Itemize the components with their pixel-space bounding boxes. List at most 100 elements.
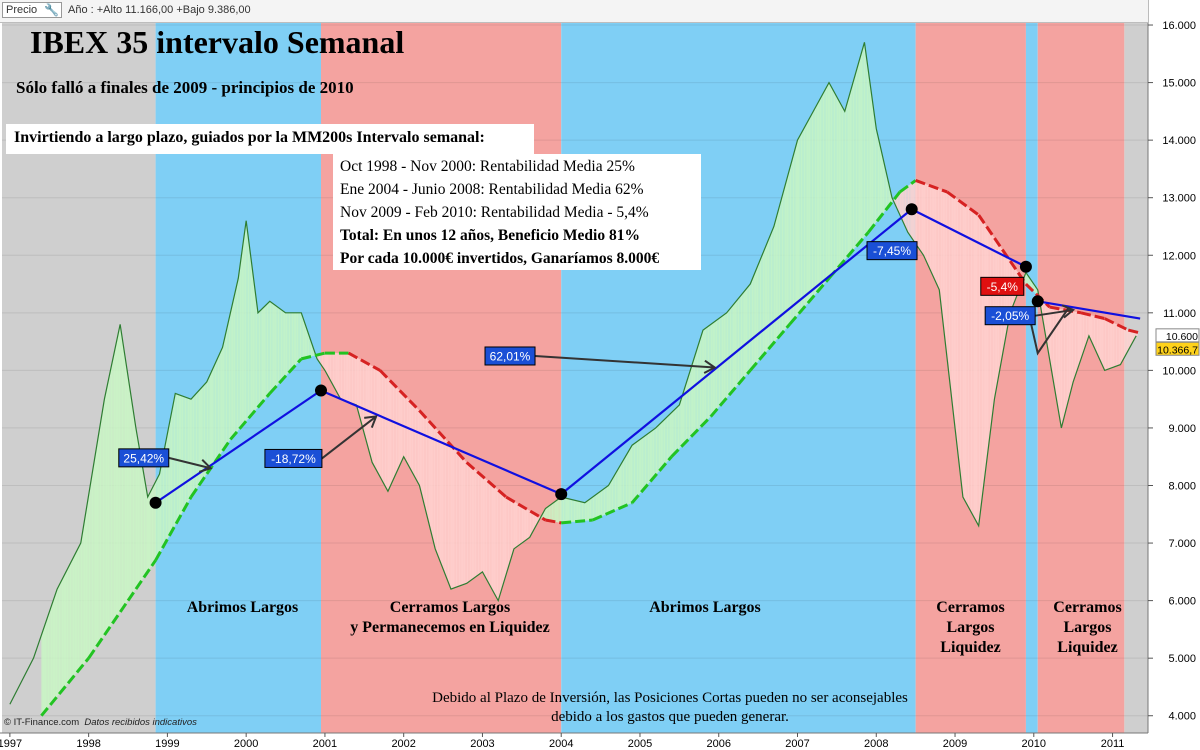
spread-slice [684, 384, 686, 444]
spread-slice [789, 163, 792, 325]
zone-label: Abrimos Largos [570, 598, 840, 618]
trade-point [149, 496, 162, 509]
spread-slice [225, 326, 228, 447]
spread-slice [213, 364, 215, 465]
x-tick-label: 2004 [549, 738, 573, 750]
spread-slice [857, 61, 859, 246]
price-tag-text: 10.366,7 [1157, 344, 1198, 356]
spread-slice [788, 168, 790, 327]
spread-slice [76, 549, 78, 674]
pct-label-box [264, 448, 323, 468]
spread-slice [477, 472, 480, 576]
spread-slice [320, 353, 322, 366]
trade-point [905, 203, 918, 216]
spread-slice [419, 410, 422, 492]
spread-slice [674, 407, 677, 454]
spread-slice [651, 430, 653, 481]
spread-slice [480, 474, 483, 573]
pct-label-box [866, 241, 918, 261]
spread-slice [742, 291, 744, 380]
spread-slice [534, 513, 537, 529]
spread-slice [1060, 309, 1063, 425]
spread-slice [506, 497, 508, 575]
chart-subtitle: Sólo falló a finales de 2009 - principio… [16, 78, 354, 97]
spread-slice [219, 350, 221, 456]
spread-slice [936, 187, 938, 287]
spread-slice [510, 499, 513, 560]
spread-slice [328, 353, 330, 380]
spread-slice [66, 567, 69, 686]
spread-slice [759, 257, 762, 360]
spread-slice [840, 102, 842, 266]
spread-slice [652, 429, 655, 479]
spread-slice [306, 326, 308, 358]
spread-slice [220, 347, 223, 454]
spread-slice [378, 369, 381, 477]
spread-slice [951, 195, 954, 415]
spread-slice [465, 460, 467, 584]
spread-slice [1063, 309, 1066, 419]
spread-slice [572, 499, 574, 522]
zone-line: Liquidez [1057, 639, 1118, 656]
spread-slice [189, 398, 192, 500]
spread-slice [276, 305, 278, 387]
spread-slice [104, 391, 106, 636]
spread-slice [1054, 307, 1056, 396]
wrench-icon[interactable]: 🔧 [44, 3, 59, 17]
spread-slice [547, 506, 549, 521]
spread-slice [830, 85, 833, 277]
spread-slice [847, 94, 850, 257]
spread-slice [691, 360, 694, 436]
spread-slice [444, 438, 447, 578]
spread-slice [903, 188, 905, 226]
spread-slice [553, 501, 555, 522]
spread-slice [599, 491, 601, 518]
spread-slice [340, 353, 343, 400]
spread-slice [706, 326, 708, 422]
price-selector[interactable]: Precio [2, 2, 62, 18]
spread-slice [587, 499, 590, 521]
spread-slice [1025, 272, 1028, 286]
region-band [1124, 2, 1148, 733]
spread-slice [268, 301, 270, 396]
spread-slice [1049, 307, 1052, 369]
ma-segment [126, 559, 157, 602]
spread-slice [112, 354, 114, 624]
label-arrow [168, 456, 211, 470]
spread-slice [1052, 307, 1055, 387]
spread-slice [709, 324, 711, 419]
spread-slice [331, 353, 333, 385]
spread-slice [600, 490, 603, 517]
spread-slice [1082, 313, 1085, 355]
spread-slice [803, 125, 806, 308]
spread-slice [350, 353, 352, 404]
spread-slice [343, 353, 346, 401]
spread-slice [1122, 327, 1124, 362]
footer-status: Datos recibidos indicativos [84, 717, 197, 728]
spread-slice [216, 357, 218, 461]
spread-slice [777, 209, 779, 340]
spread-slice [202, 385, 204, 481]
spread-slice [613, 474, 615, 512]
spread-slice [622, 458, 625, 507]
spread-slice [153, 483, 155, 564]
spread-slice [367, 363, 370, 451]
spread-slice [824, 88, 826, 284]
spread-slice [460, 455, 462, 586]
spread-slice [794, 145, 796, 319]
spread-slice [769, 234, 771, 349]
spread-slice [986, 226, 989, 463]
spread-slice [65, 570, 67, 687]
spread-slice [748, 284, 751, 373]
spread-slice [800, 131, 803, 312]
spread-slice [1047, 305, 1050, 359]
spread-slice [183, 396, 185, 512]
spread-slice [1129, 330, 1132, 348]
x-tick-label: 2002 [391, 738, 415, 750]
y-tick-label: 8.000 [1168, 480, 1196, 492]
spread-slice [874, 117, 877, 225]
spread-slice [1065, 309, 1067, 413]
ma-segment [977, 214, 1004, 251]
spread-slice [884, 163, 886, 213]
spread-slice [854, 72, 856, 249]
